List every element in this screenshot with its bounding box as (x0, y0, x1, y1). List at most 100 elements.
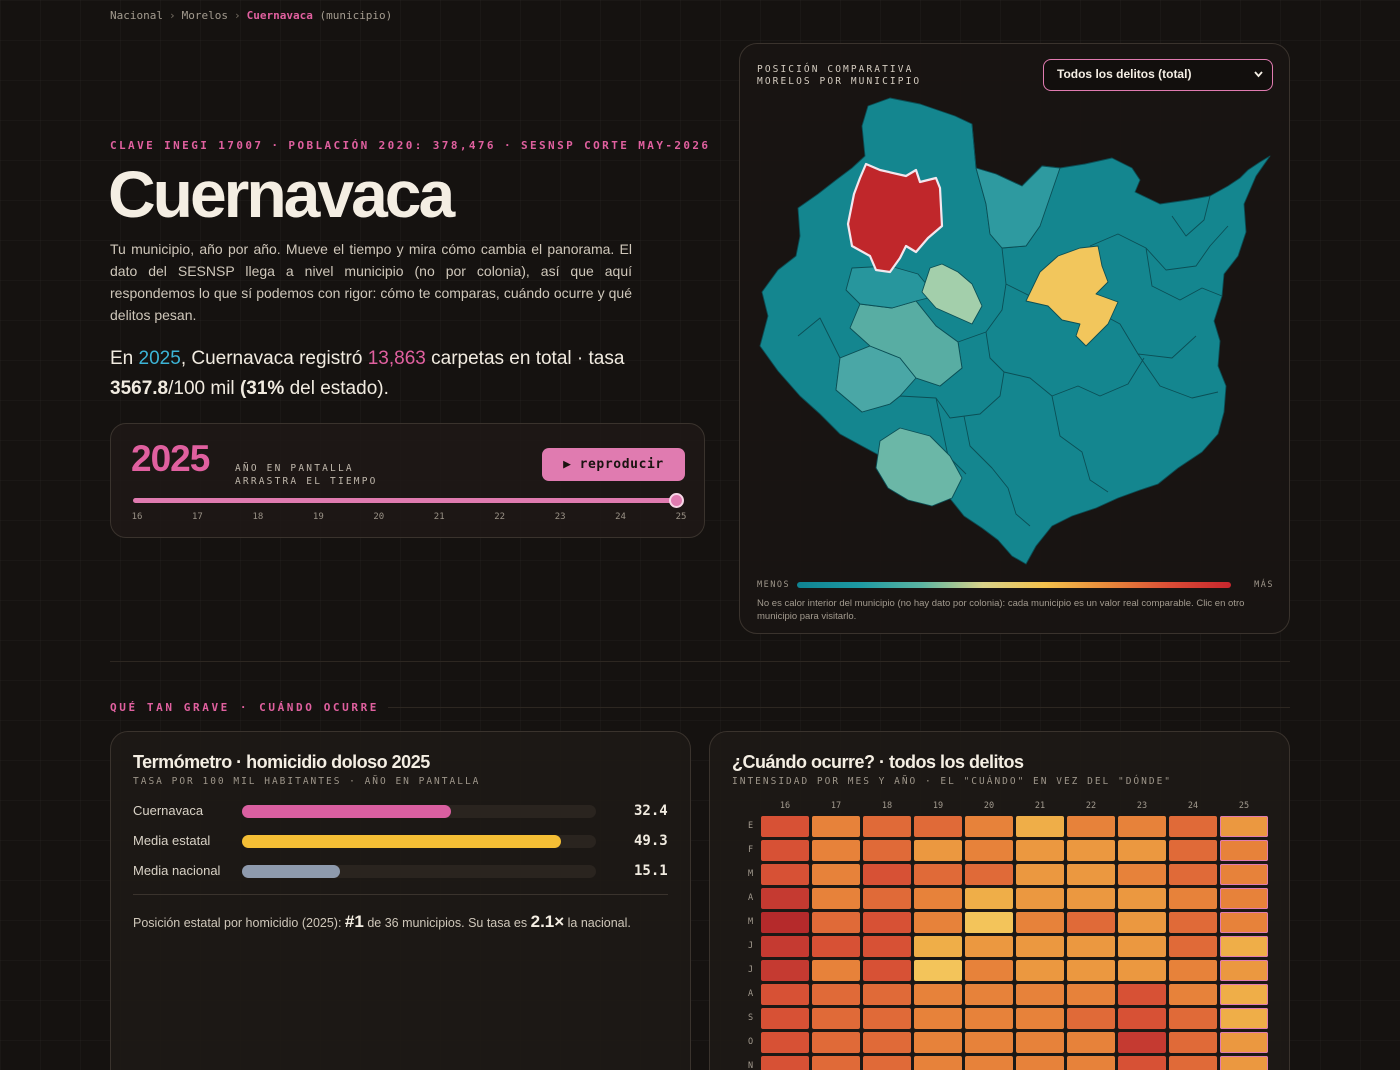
heatmap-cell[interactable] (863, 912, 911, 933)
heatmap-cell[interactable] (1016, 960, 1064, 981)
heatmap-cell[interactable] (1169, 840, 1217, 861)
heatmap-cell[interactable] (1118, 912, 1166, 933)
heatmap-cell[interactable] (1118, 1008, 1166, 1029)
year-tick[interactable]: 21 (433, 512, 445, 522)
heatmap-cell[interactable] (863, 864, 911, 885)
heatmap-cell[interactable] (1067, 1008, 1115, 1029)
heatmap-cell[interactable] (1220, 864, 1268, 885)
heatmap-cell[interactable] (1169, 984, 1217, 1005)
heatmap-cell[interactable] (1118, 840, 1166, 861)
heatmap-cell[interactable] (1016, 936, 1064, 957)
heatmap-cell[interactable] (1118, 888, 1166, 909)
heatmap-cell[interactable] (1067, 936, 1115, 957)
heatmap-cell[interactable] (1169, 912, 1217, 933)
heatmap-cell[interactable] (812, 1056, 860, 1070)
heatmap-cell[interactable] (812, 936, 860, 957)
heatmap-cell[interactable] (863, 888, 911, 909)
play-button[interactable]: ▶ reproducir (542, 448, 685, 481)
heatmap-cell[interactable] (1016, 1008, 1064, 1029)
heatmap-cell[interactable] (761, 1056, 809, 1070)
heatmap-cell[interactable] (1220, 1032, 1268, 1053)
heatmap-cell[interactable] (1067, 1032, 1115, 1053)
heatmap-cell[interactable] (1169, 1008, 1217, 1029)
heatmap-cell[interactable] (1118, 816, 1166, 837)
heatmap-cell[interactable] (1067, 984, 1115, 1005)
heatmap-cell[interactable] (1067, 840, 1115, 861)
year-slider-track[interactable] (133, 498, 677, 503)
heatmap-cell[interactable] (914, 1008, 962, 1029)
year-tick[interactable]: 22 (494, 512, 506, 522)
heatmap-cell[interactable] (1220, 1008, 1268, 1029)
heatmap-cell[interactable] (761, 888, 809, 909)
heatmap-cell[interactable] (1118, 936, 1166, 957)
heatmap-cell[interactable] (812, 1032, 860, 1053)
heatmap-cell[interactable] (812, 912, 860, 933)
heatmap-cell[interactable] (914, 960, 962, 981)
heatmap-cell[interactable] (863, 840, 911, 861)
heatmap-cell[interactable] (761, 1008, 809, 1029)
heatmap-cell[interactable] (1118, 1032, 1166, 1053)
heatmap-cell[interactable] (1220, 888, 1268, 909)
year-tick[interactable]: 25 (675, 512, 687, 522)
heatmap-cell[interactable] (914, 1056, 962, 1070)
heatmap-cell[interactable] (1016, 840, 1064, 861)
heatmap-cell[interactable] (1016, 888, 1064, 909)
heatmap-cell[interactable] (1067, 816, 1115, 837)
heatmap-cell[interactable] (914, 936, 962, 957)
heatmap-cell[interactable] (1067, 864, 1115, 885)
heatmap-cell[interactable] (965, 864, 1013, 885)
heatmap-cell[interactable] (761, 912, 809, 933)
heatmap-cell[interactable] (1016, 864, 1064, 885)
heatmap-cell[interactable] (1067, 1056, 1115, 1070)
heatmap-cell[interactable] (1118, 864, 1166, 885)
heatmap-cell[interactable] (863, 816, 911, 837)
heatmap-cell[interactable] (914, 864, 962, 885)
heatmap-cell[interactable] (1118, 984, 1166, 1005)
heatmap-cell[interactable] (1016, 984, 1064, 1005)
heatmap-cell[interactable] (1169, 1056, 1217, 1070)
heatmap-cell[interactable] (914, 840, 962, 861)
heatmap-cell[interactable] (812, 960, 860, 981)
heatmap-cell[interactable] (914, 1032, 962, 1053)
heatmap-cell[interactable] (812, 1008, 860, 1029)
heatmap-cell[interactable] (1169, 816, 1217, 837)
municipio-selected-cuernavaca[interactable] (846, 162, 944, 274)
heatmap-cell[interactable] (761, 816, 809, 837)
year-tick[interactable]: 18 (252, 512, 264, 522)
heatmap-cell[interactable] (965, 1008, 1013, 1029)
heatmap-cell[interactable] (863, 960, 911, 981)
heatmap-cell[interactable] (1118, 960, 1166, 981)
heatmap-cell[interactable] (1169, 960, 1217, 981)
heatmap-cell[interactable] (1220, 960, 1268, 981)
heatmap-cell[interactable] (863, 984, 911, 1005)
heatmap-cell[interactable] (914, 888, 962, 909)
heatmap-cell[interactable] (1220, 936, 1268, 957)
heatmap-cell[interactable] (1016, 1032, 1064, 1053)
heatmap-cell[interactable] (812, 864, 860, 885)
heatmap-cell[interactable] (965, 1032, 1013, 1053)
heatmap-cell[interactable] (965, 1056, 1013, 1070)
heatmap-cell[interactable] (1220, 816, 1268, 837)
heatmap-cell[interactable] (1169, 1032, 1217, 1053)
year-tick[interactable]: 20 (373, 512, 385, 522)
breadcrumb-estado[interactable]: Morelos (181, 9, 228, 22)
heatmap-cell[interactable] (812, 984, 860, 1005)
year-tick[interactable]: 16 (131, 512, 143, 522)
heatmap-cell[interactable] (965, 816, 1013, 837)
heatmap-cell[interactable] (761, 864, 809, 885)
heatmap-cell[interactable] (1016, 816, 1064, 837)
heatmap-cell[interactable] (914, 912, 962, 933)
heatmap-cell[interactable] (1118, 1056, 1166, 1070)
heatmap-cell[interactable] (1067, 888, 1115, 909)
heatmap-cell[interactable] (965, 840, 1013, 861)
heatmap-cell[interactable] (812, 840, 860, 861)
breadcrumb-nacional[interactable]: Nacional (110, 9, 163, 22)
heatmap-cell[interactable] (761, 960, 809, 981)
year-tick[interactable]: 23 (554, 512, 566, 522)
heatmap-cell[interactable] (914, 984, 962, 1005)
heatmap-cell[interactable] (1220, 912, 1268, 933)
heatmap-cell[interactable] (812, 888, 860, 909)
heatmap-cell[interactable] (812, 816, 860, 837)
heatmap-cell[interactable] (1220, 840, 1268, 861)
year-tick[interactable]: 24 (615, 512, 626, 522)
